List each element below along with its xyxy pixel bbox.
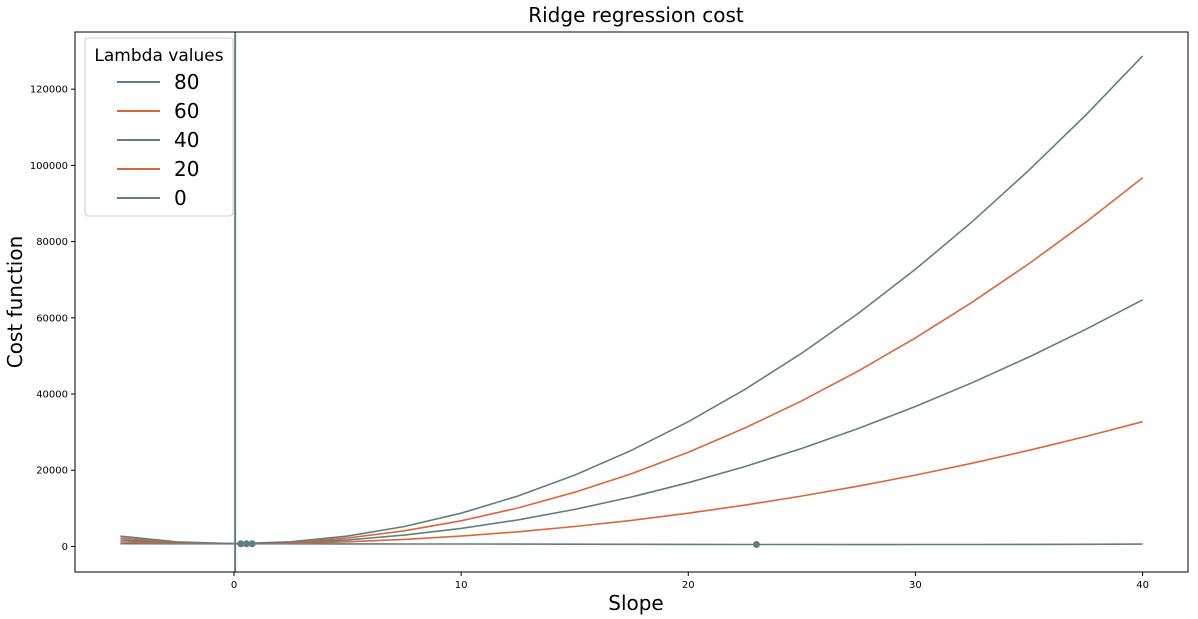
legend-label-60: 60 — [174, 99, 199, 123]
y-axis-label: Cost function — [3, 236, 27, 369]
x-tick-label: 0 — [231, 580, 237, 591]
x-tick-label: 40 — [1136, 580, 1149, 591]
data-point — [752, 540, 760, 548]
series-line-20 — [120, 420, 1143, 545]
x-axis-label: Slope — [608, 591, 664, 615]
y-tick-label: 100000 — [30, 161, 68, 172]
legend-label-80: 80 — [174, 70, 199, 94]
legend: Lambda values 80 60 40 20 0 — [84, 37, 234, 217]
y-tick-label: 60000 — [36, 313, 68, 324]
data-point — [237, 540, 245, 548]
series-line-40 — [120, 299, 1143, 545]
legend-label-40: 40 — [174, 128, 199, 152]
legend-label-0: 0 — [174, 186, 187, 210]
x-tick-label: 30 — [909, 580, 922, 591]
data-point — [242, 540, 250, 548]
legend-title: Lambda values — [94, 46, 223, 66]
y-tick-label: 80000 — [36, 237, 68, 248]
data-point — [248, 540, 256, 548]
y-tick-label: 0 — [62, 542, 68, 553]
legend-label-20: 20 — [174, 157, 199, 181]
plot-frame — [74, 31, 1189, 573]
series-line-60 — [120, 177, 1144, 545]
plot-area — [120, 32, 1144, 572]
x-tick-label: 20 — [682, 580, 695, 591]
series-line-80 — [120, 55, 1144, 545]
y-tick-label: 120000 — [30, 85, 68, 96]
y-tick-label: 40000 — [36, 390, 68, 401]
x-tick-label: 10 — [455, 580, 468, 591]
axis-ticks: 0 10 20 30 40 0 20000 40000 60000 80000 100000 1200… — [30, 85, 1149, 591]
y-tick-label: 20000 — [36, 466, 68, 477]
chart-title: Ridge regression cost — [528, 3, 744, 27]
